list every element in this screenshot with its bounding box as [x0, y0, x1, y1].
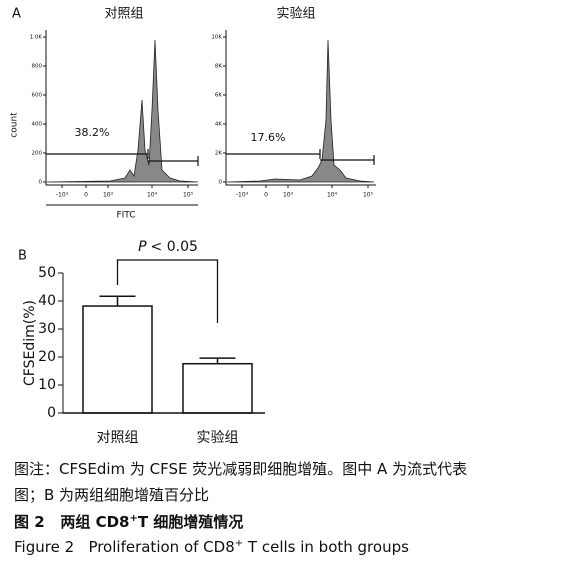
gate-label: 17.6% — [251, 131, 286, 144]
y-tick-label: 0 — [39, 180, 43, 186]
bar — [182, 362, 253, 414]
y-tick-label: 50 — [38, 265, 56, 281]
caption-text: Proliferation of CD8 — [88, 538, 235, 556]
histogram — [226, 39, 375, 183]
y-tick-label: 200 — [32, 151, 43, 157]
panel-label: B — [18, 249, 27, 264]
caption-note: 图注：CFSEdim 为 CFSE 荧光减弱即细胞增殖。图中 A 为流式代表 — [14, 460, 468, 478]
x-tick-label: 10³ — [283, 192, 294, 199]
y-tick-label: 2K — [215, 151, 222, 157]
panel-label: A — [12, 7, 21, 22]
x-tick-label: -10³ — [56, 192, 69, 199]
y-tick-label: 20 — [38, 349, 56, 365]
y-axis-label: count — [10, 112, 20, 138]
histogram — [46, 39, 199, 183]
caption-note: 图；B 为两组细胞增殖百分比 — [14, 486, 210, 504]
superscript: + — [234, 538, 244, 549]
caption-text: T 细胞增殖情况 — [137, 513, 244, 531]
x-tick-label: 0 — [84, 192, 88, 199]
significance-label: P < 0.05 — [138, 239, 198, 255]
y-tick-label: 6K — [215, 93, 222, 99]
figure-number: Figure 2 — [14, 538, 75, 556]
x-tick-label: 10⁴ — [147, 192, 158, 199]
y-tick-label: 0 — [219, 180, 223, 186]
gate-label: 38.2% — [75, 126, 110, 139]
axes — [45, 30, 376, 413]
y-tick-label: 8K — [215, 64, 222, 70]
y-tick-label: 4K — [215, 122, 222, 128]
y-tick-label: 0 — [47, 405, 56, 421]
plot-title: 实验组 — [276, 6, 315, 22]
x-tick-label: 10⁴ — [327, 192, 338, 199]
x-tick-label: 实验组 — [197, 430, 239, 446]
y-tick-label: 10K — [211, 35, 222, 41]
y-tick-label: 600 — [32, 93, 43, 99]
figure: A FITC count 对照组38.2%02004006008001.0K-1… — [10, 6, 376, 446]
x-tick-label: 10⁵ — [363, 192, 374, 199]
y-tick-label: 30 — [38, 321, 56, 337]
bar — [82, 305, 153, 414]
x-tick-label: 对照组 — [97, 430, 139, 446]
x-tick-label: -10³ — [236, 192, 249, 199]
y-tick-label: 1.0K — [30, 35, 43, 41]
y-tick-label: 10 — [38, 377, 56, 393]
gates — [46, 149, 375, 166]
y-tick-label: 400 — [32, 122, 43, 128]
caption-text: T cells in both groups — [247, 538, 409, 556]
superscript: + — [129, 513, 138, 524]
y-axis-label: CFSEdim(%) — [22, 300, 38, 386]
x-axis-label: FITC — [116, 211, 135, 221]
p-text: < 0.05 — [151, 239, 198, 255]
caption-text: 两组 CD8 — [60, 513, 130, 531]
x-tick-label: 10³ — [103, 192, 114, 199]
p-symbol: P — [138, 239, 147, 255]
y-tick-label: 800 — [32, 64, 43, 70]
caption-en: Figure 2 Proliferation of CD8+ T cells i… — [14, 538, 409, 556]
figure-number: 图 2 — [14, 513, 45, 531]
significance-bracket — [116, 259, 219, 323]
plot-title: 对照组 — [104, 7, 143, 22]
x-tick-label: 0 — [264, 192, 268, 199]
y-tick-label: 40 — [38, 293, 56, 309]
caption-cn: 图 2 两组 CD8+T 细胞增殖情况 — [14, 511, 243, 532]
x-tick-label: 10⁵ — [183, 192, 194, 199]
